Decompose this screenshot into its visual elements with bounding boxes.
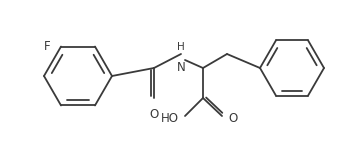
Text: H: H — [177, 42, 185, 52]
Text: HO: HO — [161, 112, 179, 124]
Text: N: N — [177, 61, 185, 74]
Text: F: F — [44, 40, 51, 53]
Text: O: O — [228, 112, 237, 124]
Text: O: O — [149, 108, 159, 121]
